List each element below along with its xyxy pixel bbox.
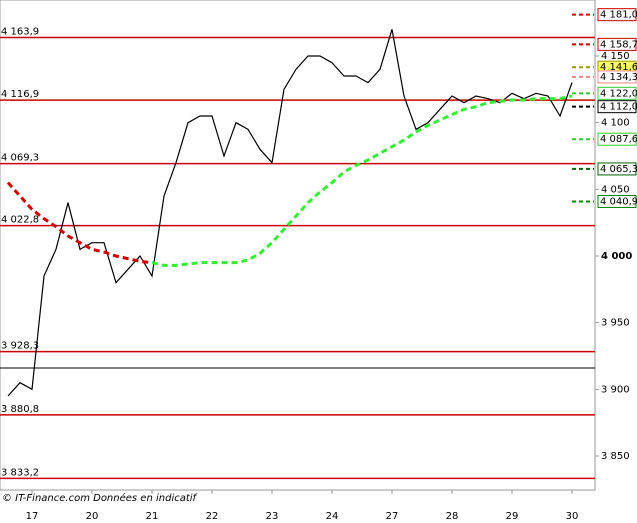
level-label: 3 880,8 [1, 404, 39, 415]
marker-label: 4 141,6 [600, 62, 637, 73]
marker-label: 4 087,6 [600, 134, 637, 145]
x-tick-label: 27 [386, 511, 399, 522]
y-tick-label: 3 950 [601, 318, 630, 329]
price-line [7, 29, 573, 397]
marker-label: 4 158,7 [600, 39, 637, 50]
level-label: 4 022,8 [1, 215, 39, 226]
marker-box [597, 70, 637, 84]
marker-label: 4 122,0 [600, 88, 637, 99]
y-tick-label: 3 900 [601, 384, 630, 395]
level-label: 4 116,9 [1, 89, 39, 100]
marker-box [597, 8, 637, 22]
level-label: 3 833,2 [1, 467, 39, 478]
plot-area [0, 0, 596, 491]
marker-box [597, 132, 637, 146]
x-tick-label: 24 [326, 511, 339, 522]
x-tick-label: 20 [86, 511, 99, 522]
level-label: 4 069,3 [1, 153, 39, 164]
y-tick-label: 4 000 [601, 251, 632, 262]
price-line [6, 181, 153, 265]
x-tick-label: 21 [146, 511, 159, 522]
x-tick-label: 30 [566, 511, 579, 522]
footer: © IT-Finance.com Données en indicatif [2, 492, 198, 504]
y-tick-label: 3 850 [601, 451, 630, 462]
level-label: 4 163,9 [1, 26, 39, 37]
price-line [151, 94, 573, 267]
marker-label: 4 112,0 [600, 102, 637, 113]
marker-label: 4 040,9 [600, 196, 637, 207]
level-label: 3 928,3 [1, 341, 39, 352]
y-tick-label: 4 100 [601, 118, 630, 129]
x-tick-label: 23 [266, 511, 279, 522]
y-tick-label: 4 050 [601, 184, 630, 195]
x-tick-label: 17 [26, 511, 39, 522]
marker-box [597, 194, 637, 208]
marker-box [597, 162, 637, 176]
x-tick-label: 29 [506, 511, 519, 522]
marker-label: 4 065,3 [600, 164, 637, 175]
marker-label: 4 134,3 [600, 72, 637, 83]
marker-box [597, 86, 637, 100]
x-tick-label: 22 [206, 511, 219, 522]
x-tick-label: 28 [446, 511, 459, 522]
marker-label: 4 181,0 [600, 10, 637, 21]
marker-box [597, 100, 637, 114]
y-tick-label: 4 150 [601, 51, 630, 62]
marker-box [597, 37, 637, 51]
